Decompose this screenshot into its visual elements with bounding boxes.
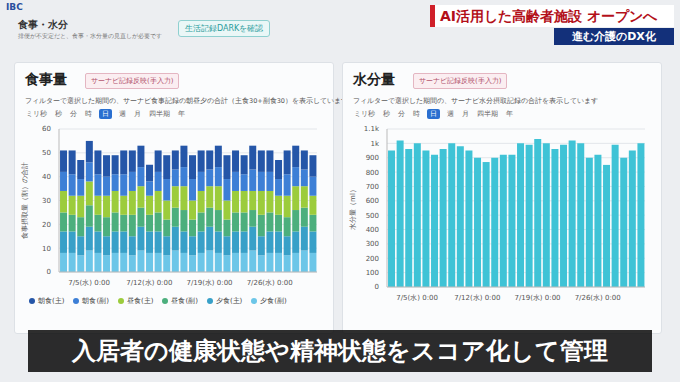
html-text:分: 分: [70, 110, 77, 118]
svg-text:7/5(水) 0:00: 7/5(水) 0:00: [396, 294, 438, 302]
html-text:排便が不安定だと、食事・水分量の見直しが必要です: 排便が不安定だと、食事・水分量の見直しが必要です: [18, 32, 162, 39]
html-text:サーナビ記録反映(手入力): サーナビ記録反映(手入力): [419, 77, 502, 85]
html-text:月: 月: [134, 110, 141, 118]
html-text:ミリ秒: ミリ秒: [26, 110, 47, 118]
html-text:秒: 秒: [55, 110, 62, 118]
html-text:生活記録DARKを確認: 生活記録DARKを確認: [185, 24, 264, 33]
svg-text:7/5(水) 0:00: 7/5(水) 0:00: [68, 279, 110, 287]
html-text:昼食(主): 昼食(主): [126, 297, 154, 305]
svg-text:20: 20: [42, 221, 51, 229]
html-text:フィルターで選択した期間の、サーナビ食事記録の朝昼夕の合計（: フィルターで選択した期間の、サーナビ食事記録の朝昼夕の合計（主食30+副食30）…: [25, 97, 348, 105]
svg-text:7/19(水) 0:00: 7/19(水) 0:00: [186, 279, 232, 287]
html-text:時: 時: [413, 110, 420, 118]
html-text:時: 時: [85, 110, 92, 118]
svg-text:食事摂取量（割）の合計: 食事摂取量（割）の合計: [21, 162, 29, 239]
svg-text:1k: 1k: [370, 140, 379, 148]
html-text:サーナビ記録反映(手入力): サーナビ記録反映(手入力): [91, 77, 174, 85]
html-text:AI活用した高齢者施設 オープンへ: AI活用した高齢者施設 オープンへ: [440, 8, 657, 24]
html-text:朝食(主): 朝食(主): [38, 297, 65, 305]
html-text:年: 年: [506, 110, 513, 118]
html-text:日: 日: [102, 110, 109, 118]
svg-text:50: 50: [42, 149, 51, 157]
html-text:夕食(主): 夕食(主): [215, 297, 243, 305]
html-text:秒: 秒: [383, 110, 390, 118]
svg-text:7/26(水) 0:00: 7/26(水) 0:00: [575, 294, 621, 302]
svg-text:800: 800: [366, 169, 379, 177]
html-text:週: 週: [119, 110, 126, 118]
html-text:食事量: 食事量: [25, 71, 67, 87]
svg-text:0: 0: [375, 283, 379, 291]
svg-text:7/12(水) 0:00: 7/12(水) 0:00: [454, 294, 500, 302]
html-text:分: 分: [398, 110, 405, 118]
svg-text:100: 100: [366, 269, 379, 277]
svg-text:7/12(水) 0:00: 7/12(水) 0:00: [126, 279, 172, 287]
html-text:夕食(副): 夕食(副): [260, 297, 287, 305]
html-text:年: 年: [178, 110, 185, 118]
html-text:日: 日: [430, 110, 437, 118]
html-text:四半期: 四半期: [477, 110, 498, 118]
html-text:食事・水分: 食事・水分: [18, 19, 68, 30]
svg-text:水分量（ml）: 水分量（ml）: [349, 186, 357, 230]
html-text:昼食(副): 昼食(副): [171, 297, 198, 305]
html-text:フィルターで選択した期間の、サーナビ水分摂取記録の合計を表示: フィルターで選択した期間の、サーナビ水分摂取記録の合計を表示しています: [353, 97, 598, 105]
svg-text:900: 900: [366, 154, 379, 162]
html-text:朝食(副): 朝食(副): [82, 297, 109, 305]
svg-text:300: 300: [366, 240, 379, 248]
svg-text:700: 700: [366, 183, 379, 191]
svg-text:60: 60: [42, 125, 51, 133]
html-text:入居者の健康状態や精神状態をスコア化して管理: 入居者の健康状態や精神状態をスコア化して管理: [72, 337, 608, 365]
svg-text:0: 0: [47, 268, 51, 276]
html-text:水分量: 水分量: [353, 71, 395, 87]
html-text:進む介護のDX化: 進む介護のDX化: [572, 30, 656, 43]
svg-text:600: 600: [366, 197, 379, 205]
html-text:四半期: 四半期: [149, 110, 170, 118]
svg-text:200: 200: [366, 255, 379, 263]
html-text:週: 週: [447, 110, 454, 118]
html-text:ミリ秒: ミリ秒: [354, 110, 375, 118]
svg-text:7/19(水) 0:00: 7/19(水) 0:00: [514, 294, 560, 302]
svg-text:500: 500: [366, 212, 379, 220]
html-text:月: 月: [462, 110, 469, 118]
svg-text:10: 10: [42, 245, 51, 253]
svg-text:1.1k: 1.1k: [364, 125, 380, 133]
svg-text:30: 30: [42, 197, 51, 205]
svg-text:7/26(水) 0:00: 7/26(水) 0:00: [247, 279, 293, 287]
html-text:IBC: IBC: [6, 2, 23, 12]
svg-text:400: 400: [366, 226, 379, 234]
svg-text:40: 40: [42, 173, 51, 181]
